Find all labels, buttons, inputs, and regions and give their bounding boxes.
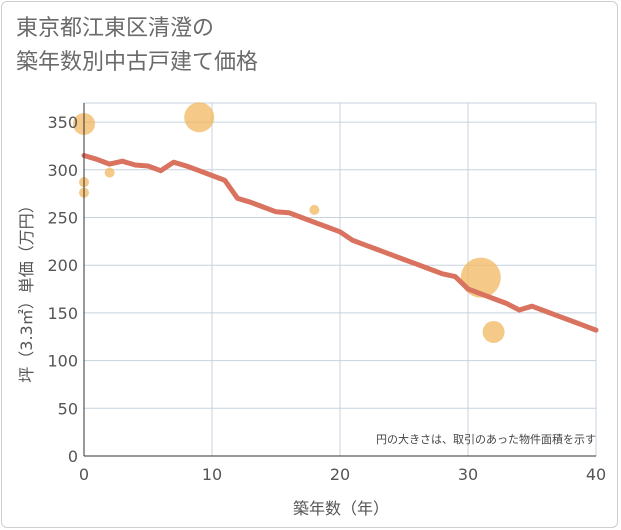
x-tick-label: 20 — [330, 465, 350, 484]
x-tick-label: 0 — [79, 465, 89, 484]
chart-title-line1: 東京都江東区清澄の — [16, 16, 215, 41]
y-tick-label: 250 — [47, 208, 78, 227]
trend-line — [81, 153, 599, 333]
data-bubble — [104, 167, 115, 178]
grid-layer — [84, 102, 597, 456]
trend-line-layer — [81, 153, 599, 333]
x-tick-label: 30 — [458, 465, 478, 484]
y-tick-label: 300 — [47, 161, 78, 180]
data-bubble — [482, 320, 505, 343]
y-tick-label: 200 — [47, 256, 78, 275]
axis-layer — [83, 103, 596, 457]
y-tick-label: 150 — [47, 304, 78, 323]
size-annotation: 円の大きさは、取引のあった物件面積を示す — [376, 432, 596, 446]
y-tick-label: 50 — [58, 399, 78, 418]
x-tick-label: 10 — [202, 465, 222, 484]
tick-label-layer: 0 50 100 150 200 250 300 350 0 10 20 30 40 — [47, 113, 606, 484]
y-tick-label: 350 — [47, 113, 78, 132]
chart-title-line2: 築年数別中古戸建て価格 — [16, 50, 259, 75]
x-tick-label: 40 — [586, 465, 606, 484]
x-axis-label: 築年数（年） — [293, 499, 389, 518]
y-axis-label: 坪（3.3㎡）単価（万円） — [17, 197, 36, 382]
chart-title: 東京都江東区清澄の 築年数別中古戸建て価格 — [16, 12, 258, 80]
y-tick-label: 100 — [47, 352, 78, 371]
bubble-layer — [73, 102, 505, 343]
y-tick-label: 0 — [68, 447, 78, 466]
data-bubble — [309, 204, 320, 215]
data-bubble — [184, 102, 215, 133]
